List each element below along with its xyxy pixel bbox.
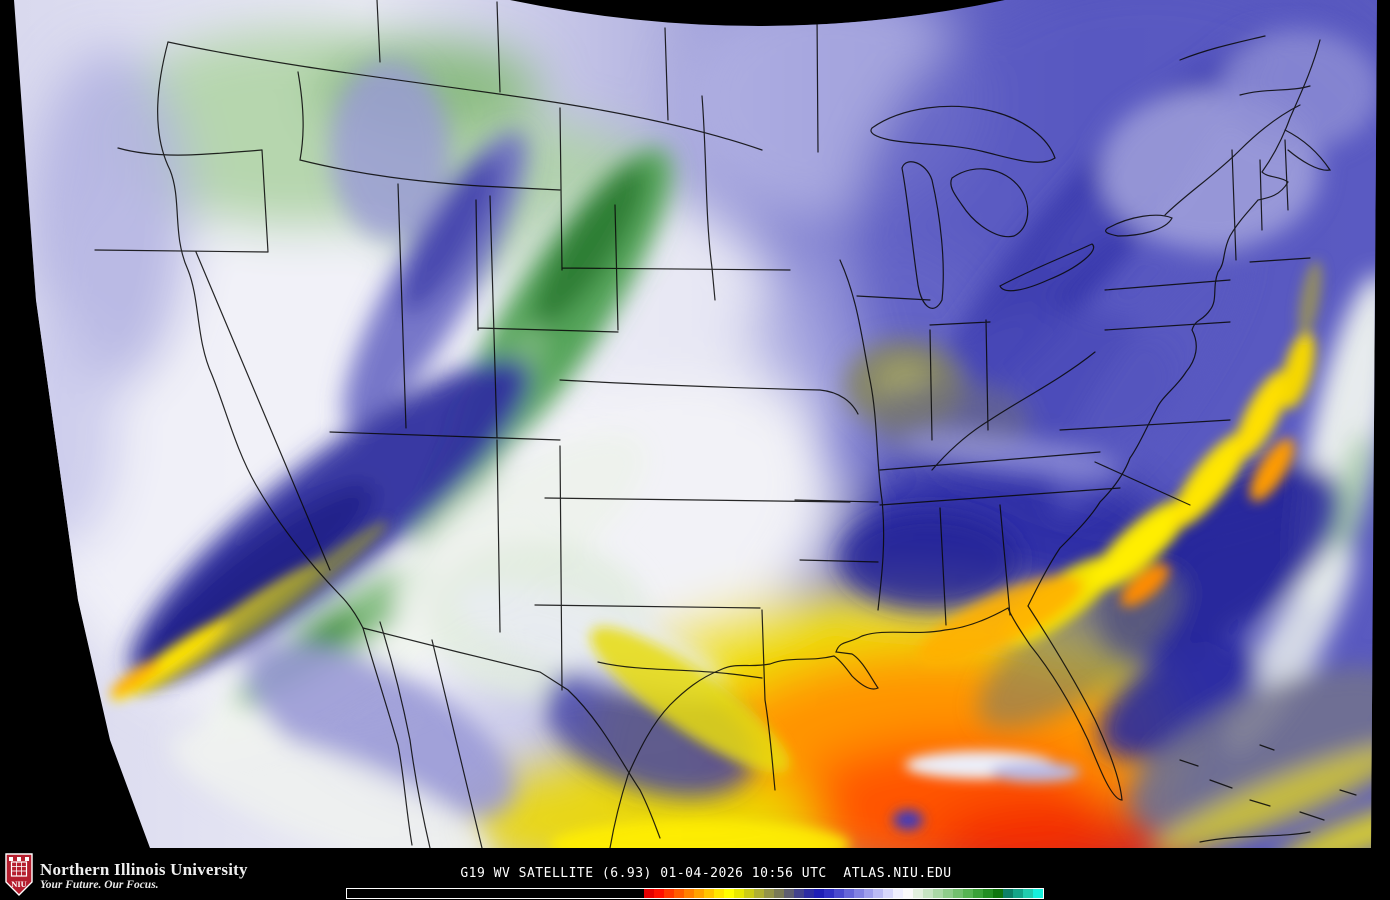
- colorbar-block: [704, 889, 714, 898]
- colorbar-block: [853, 889, 864, 898]
- colorbar-block: [753, 889, 764, 898]
- university-name: Northern Illinois University: [40, 860, 248, 879]
- colorbar-block: [943, 889, 954, 898]
- colorbar-block: [813, 889, 824, 898]
- colorbar-block: [903, 889, 914, 898]
- colorbar-block: [763, 889, 774, 898]
- colorbar-blocks: [644, 889, 1043, 898]
- colorbar-block: [694, 889, 704, 898]
- colorbar-block: [833, 889, 844, 898]
- niu-brand: NIU Northern Illinois University Your Fu…: [5, 853, 248, 896]
- colorbar-block: [783, 889, 794, 898]
- colorbar-block: [773, 889, 784, 898]
- colorbar-block: [933, 889, 944, 898]
- colorbar-block: [953, 889, 964, 898]
- colorbar-block: [674, 889, 685, 898]
- colorbar-block: [843, 889, 854, 898]
- moisture-streaks: [110, 260, 1323, 848]
- colorbar-block: [684, 889, 695, 898]
- colorbar-block: [713, 889, 724, 898]
- colorbar-block: [963, 889, 974, 898]
- colorbar-block: [664, 889, 675, 898]
- satellite-caption: G19 WV SATELLITE (6.93) 01-04-2026 10:56…: [460, 866, 952, 881]
- colorbar-block: [993, 889, 1004, 898]
- colorbar: [346, 888, 1044, 899]
- colorbar-block: [803, 889, 814, 898]
- university-tagline: Your Future. Our Focus.: [40, 879, 159, 891]
- niu-abbr: NIU: [11, 879, 27, 889]
- colorbar-block: [644, 889, 655, 898]
- colorbar-block: [1023, 889, 1033, 898]
- colorbar-block: [983, 889, 994, 898]
- footer-bar: NIU Northern Illinois University Your Fu…: [0, 850, 1390, 900]
- colorbar-block: [973, 889, 984, 898]
- moisture-bands-medium: [129, 29, 1377, 848]
- colorbar-block: [883, 889, 894, 898]
- colorbar-block: [863, 889, 874, 898]
- colorbar-black-segment: [347, 889, 645, 898]
- colorbar-block: [1032, 889, 1043, 898]
- colorbar-block: [823, 889, 834, 898]
- colorbar-block: [923, 889, 934, 898]
- colorbar-block: [793, 889, 804, 898]
- satellite-map: [14, 0, 1377, 848]
- colorbar-block: [913, 889, 924, 898]
- state-borders: [94, 0, 1357, 848]
- colorbar-block: [743, 889, 754, 898]
- colorbar-block: [654, 889, 665, 898]
- map-canvas: [14, 0, 1377, 848]
- colorbar-block: [893, 889, 904, 898]
- niu-shield-logo: NIU: [5, 853, 33, 896]
- colorbar-block: [1013, 889, 1023, 898]
- colorbar-block: [1003, 889, 1014, 898]
- colorbar-block: [733, 889, 744, 898]
- colorbar-block: [873, 889, 884, 898]
- colorbar-block: [723, 889, 734, 898]
